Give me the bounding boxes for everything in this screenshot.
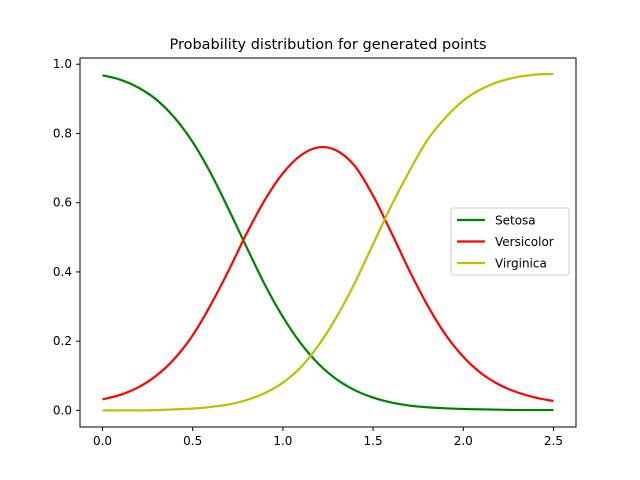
y-tick-label: 0.0 — [53, 403, 72, 417]
y-tick-label: 0.4 — [53, 265, 72, 279]
x-tick-label: 0.0 — [93, 434, 112, 448]
series-layer — [102, 72, 554, 412]
x-tick-label: 1.5 — [364, 434, 383, 448]
x-axis: 0.0 0.5 1.0 1.5 2.0 2.5 — [93, 427, 563, 448]
x-tick-label: 1.0 — [273, 434, 292, 448]
y-tick-label: 0.2 — [53, 334, 72, 348]
legend: Setosa Versicolor Virginica — [450, 207, 570, 276]
y-axis: 0.0 0.2 0.4 0.6 0.8 1.0 — [53, 57, 80, 417]
series-line-versicolor — [102, 145, 554, 403]
legend-label-virginica: Virginica — [495, 257, 547, 271]
x-tick-label: 2.5 — [544, 434, 563, 448]
series-line-virginica — [102, 72, 554, 412]
chart-title: Probability distribution for generated p… — [169, 37, 486, 53]
y-tick-label: 0.6 — [53, 196, 72, 210]
y-tick-label: 0.8 — [53, 126, 72, 140]
legend-label-versicolor: Versicolor — [495, 235, 554, 249]
x-tick-label: 0.5 — [183, 434, 202, 448]
y-tick-label: 1.0 — [53, 57, 72, 71]
series-line-setosa — [102, 74, 554, 412]
legend-box — [450, 207, 570, 276]
x-tick-label: 2.0 — [454, 434, 473, 448]
plot-frame — [79, 57, 577, 428]
legend-label-setosa: Setosa — [495, 214, 536, 228]
